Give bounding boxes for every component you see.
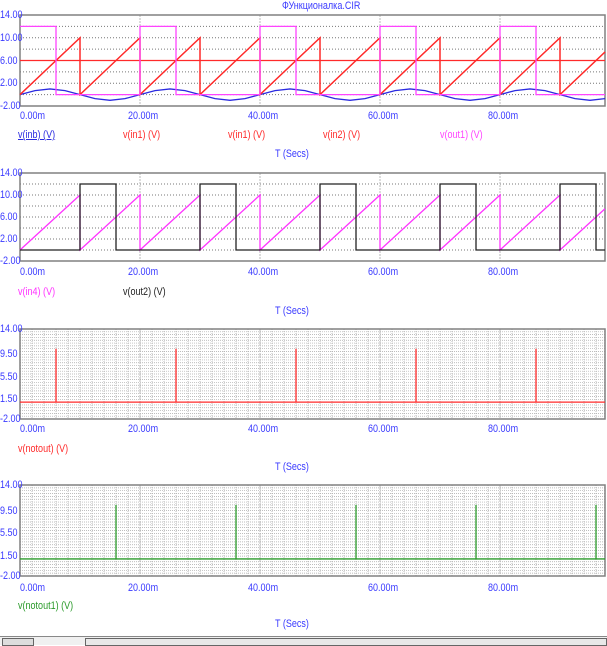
legend-entry: v(in1) (V) <box>123 129 161 141</box>
plot-frame <box>19 328 606 420</box>
x-tick-label: 60.00m <box>368 110 399 122</box>
x-tick-label: 0.00m <box>20 110 46 122</box>
x-tick-label: 20.00m <box>128 266 159 278</box>
legend-entry: v(in2) (V) <box>323 129 361 141</box>
y-tick-label: 5.50 <box>0 370 18 383</box>
x-axis-title: T (Secs) <box>275 461 309 473</box>
x-tick-label: 0.00m <box>20 266 46 278</box>
y-tick-label: 14.00 <box>0 479 23 491</box>
x-tick-label: 80.00m <box>488 423 519 435</box>
series-line-v-in4-v <box>19 193 606 252</box>
y-tick-label: 1.50 <box>0 393 18 406</box>
legend-entry: v(out1) (V) <box>440 129 483 141</box>
y-tick-label: 14.00 <box>0 323 23 335</box>
x-axis-title: T (Secs) <box>275 618 309 630</box>
series-line-v-notout1-v <box>20 504 605 560</box>
series-line-v-in1-v <box>19 36 606 97</box>
y-tick-label: 9.50 <box>0 504 18 517</box>
x-tick-label: 20.00m <box>128 423 159 435</box>
x-axis-title: T (Secs) <box>275 148 309 160</box>
x-tick-label: 0.00m <box>20 423 46 435</box>
plot-frame <box>19 484 606 577</box>
legend-entry: v(inb) (V) <box>18 129 56 141</box>
x-tick-label: 80.00m <box>488 110 519 122</box>
y-tick-label: -2.00 <box>0 255 21 267</box>
y-tick-label: 10.00 <box>0 189 23 201</box>
x-tick-label: 60.00m <box>368 582 399 594</box>
series-line-v-out2-v <box>20 183 605 251</box>
y-tick-label: 6.00 <box>0 211 18 223</box>
x-tick-label: 40.00m <box>248 110 279 122</box>
x-tick-label: 80.00m <box>488 582 519 594</box>
y-tick-label: 10.00 <box>0 31 23 44</box>
legend-entry: v(notout1) (V) <box>18 600 74 612</box>
y-tick-label: 1.50 <box>0 550 18 563</box>
x-tick-label: 0.00m <box>20 582 46 594</box>
y-tick-label: 14.00 <box>0 9 23 21</box>
x-axis-title: T (Secs) <box>275 305 309 317</box>
x-tick-label: 60.00m <box>368 423 399 435</box>
plot-frame <box>19 172 606 262</box>
series-line-v-in1-v <box>19 36 606 97</box>
y-tick-label: -2.00 <box>0 413 21 425</box>
x-tick-label: 40.00m <box>248 266 279 278</box>
x-tick-label: 80.00m <box>488 266 519 278</box>
legend-entry: v(in4) (V) <box>18 286 56 298</box>
x-tick-label: 40.00m <box>248 423 279 435</box>
x-tick-label: 20.00m <box>128 582 159 594</box>
legend-entry: v(in1) (V) <box>228 129 266 141</box>
y-tick-label: 6.00 <box>0 54 18 67</box>
y-tick-label: -2.00 <box>0 100 21 112</box>
y-tick-label: 14.00 <box>0 167 23 179</box>
series-line-v-notout-v <box>20 348 605 403</box>
x-tick-label: 60.00m <box>368 266 399 278</box>
y-tick-label: -2.00 <box>0 570 21 582</box>
series-line-v-out1-v <box>20 25 605 96</box>
page-tabs[interactable] <box>2 638 34 646</box>
series-line-v-inb-v <box>19 88 606 101</box>
y-tick-label: 2.00 <box>0 77 18 90</box>
x-tick-label: 40.00m <box>248 582 279 594</box>
window-title: ФУнкционалка.CIR <box>282 0 361 12</box>
legend-entry: v(out2) (V) <box>123 286 166 298</box>
y-tick-label: 2.00 <box>0 233 18 245</box>
horizontal-scrollbar[interactable] <box>85 638 607 646</box>
y-tick-label: 9.50 <box>0 348 18 361</box>
legend-entry: v(notout) (V) <box>18 443 69 455</box>
y-tick-label: 5.50 <box>0 527 18 540</box>
x-tick-label: 20.00m <box>128 110 159 122</box>
